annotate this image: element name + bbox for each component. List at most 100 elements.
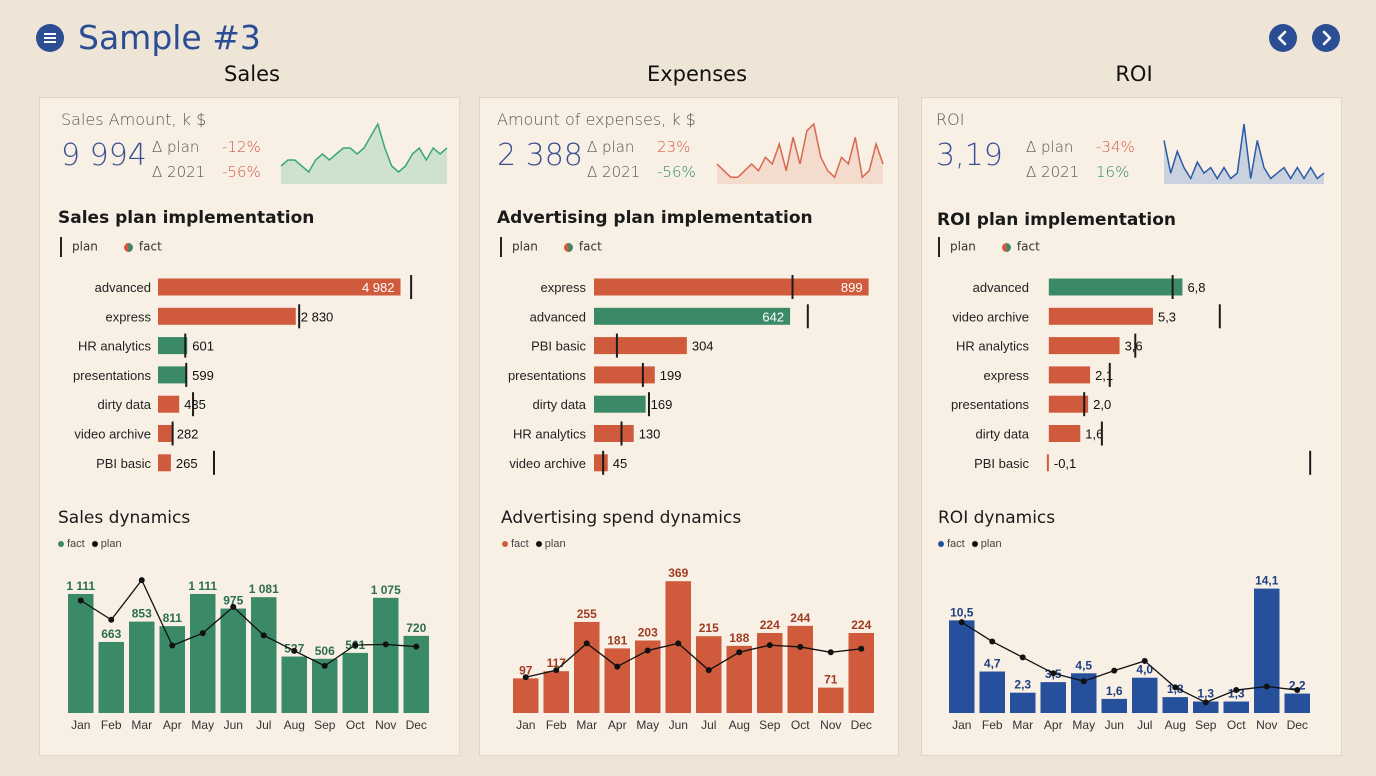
dyn-legend-plan: plan [544,538,566,550]
x-tick-label: Apr [1044,718,1063,732]
column-value-label: 224 [851,618,871,632]
column-value-label: 853 [132,607,152,621]
bar-category-label: HR analytics [78,339,151,354]
dyn-chart-title: ROI dynamics [938,508,1056,528]
sparkline-line [1163,123,1325,181]
chevron-left-icon[interactable] [1269,24,1297,52]
column-value-label: 1 081 [249,582,279,596]
bar-category-label: dirty data [98,397,152,412]
bar-fact [158,454,171,472]
plan-point [352,641,359,648]
x-tick-label: Mar [576,718,597,732]
x-tick-label: Jan [952,718,971,732]
plan-point [675,640,682,647]
bar-category-label: HR analytics [956,339,1029,354]
x-tick-label: Jul [701,718,716,732]
plan-point [291,647,298,654]
section-title-expenses: Expenses [646,62,748,86]
plan-line [525,642,862,678]
plan-legend: plan fact [500,237,602,257]
column-fact [68,593,94,713]
plan-point [1263,683,1270,690]
x-tick-label: May [1072,718,1095,732]
menu-icon[interactable] [36,24,64,52]
x-tick-label: Sep [314,718,336,732]
bar-value-label: 304 [692,339,714,354]
plan-point [736,649,743,656]
x-tick-label: Jan [71,718,90,732]
plan-point [614,663,621,670]
plan-point [230,603,237,610]
column-value-label: 97 [519,663,533,677]
page-title: Sample #3 [78,18,261,57]
bar-fact [594,425,634,442]
plan-marker-icon [938,237,940,257]
bar-fact [1046,454,1049,472]
column-chart: 10,5Jan4,7Feb2,3Mar3,5Apr4,5May1,6Jun4,0… [949,574,1310,732]
delta-2021-label: Δ 2021 [587,163,641,181]
column-value-label: 224 [760,618,780,632]
x-tick-label: Aug [729,718,750,732]
column-fact [281,656,307,713]
column-value-label: 663 [101,627,121,641]
column-value-label: 1,3 [1197,687,1214,701]
column-value-label: 181 [607,633,627,647]
plan-chart-title: Advertising plan implementation [497,208,813,228]
bar-fact [1048,425,1081,442]
column-fact [1223,701,1249,713]
chevron-right-icon[interactable] [1312,24,1340,52]
delta-2021-value: 16% [1096,163,1130,181]
column-fact [129,621,155,713]
plan-line [961,621,1298,704]
x-tick-label: Mar [131,718,152,732]
dyn-legend: fact plan [58,538,122,550]
fact-dot-icon [502,541,508,548]
plan-point [827,649,834,656]
column-fact [159,626,185,713]
bar-category-label: PBI basic [974,456,1029,471]
legend-plan: plan [512,239,538,254]
column-fact [543,671,569,713]
x-tick-label: Mar [1012,718,1033,732]
dyn-chart-title: Advertising spend dynamics [501,508,742,528]
fact-marker-icon [123,242,133,252]
plan-point [77,597,84,604]
column-fact [979,671,1005,713]
column-value-label: 4,7 [984,657,1001,671]
roi-panel: ROI 3,19 Δ plan -34% Δ 2021 16% ROI plan… [921,97,1342,756]
plan-point [108,616,115,623]
plan-point [1019,654,1026,661]
column-fact [220,608,246,713]
dyn-legend-fact: fact [67,538,85,550]
bar-value-label: 282 [177,427,199,442]
x-tick-label: Feb [101,718,122,732]
dyn-legend-plan: plan [100,538,122,550]
bar-value-label: 435 [184,397,206,412]
bar-fact [1048,337,1120,355]
column-fact [696,636,722,713]
column-value-label: 975 [223,594,243,608]
bar-value-label: 3,6 [1125,339,1143,354]
column-value-label: 117 [547,656,567,670]
kpi-label: Amount of expenses, k $ [497,110,696,129]
column-fact [574,621,600,713]
column-fact [726,645,752,713]
column-value-label: 14,1 [1255,574,1279,588]
bar-category-label: HR analytics [513,427,586,442]
x-tick-label: Dec [851,718,872,732]
legend-fact: fact [138,239,162,254]
bar-category-label: dirty data [976,427,1030,442]
bar-category-label: express [983,368,1029,383]
bar-fact [1048,307,1153,325]
bar-fact [158,425,172,442]
fact-dot-icon [938,541,944,548]
plan-point [766,642,773,649]
bar-category-label: PBI basic [96,456,151,471]
plan-point [1111,667,1118,674]
bar-category-label: express [540,280,586,295]
bar-value-label: 2,0 [1093,397,1111,412]
plan-point [989,638,996,645]
column-chart: 97 Jan 117 Feb 255 Mar 181 Apr 203 May 369 Jun 215 Ju… [513,566,874,732]
bar-category-label: PBI basic [531,339,586,354]
x-tick-label: Oct [346,718,365,732]
